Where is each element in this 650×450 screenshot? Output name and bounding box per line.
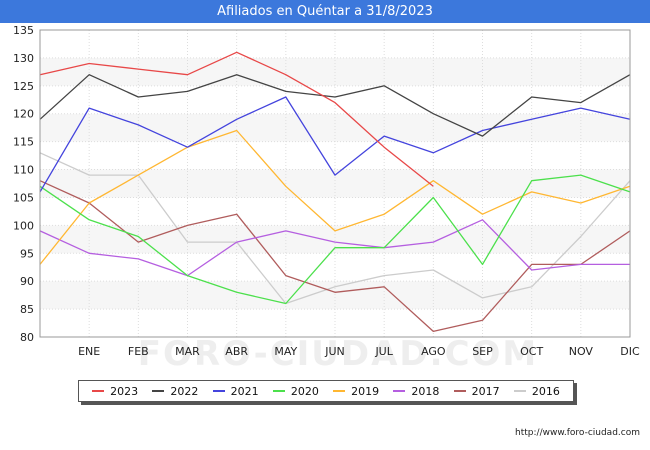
x-tick-label: JUN <box>324 345 345 358</box>
x-tick-label: MAR <box>175 345 200 358</box>
x-tick-label: JUL <box>374 345 393 358</box>
y-tick-label: 85 <box>20 303 34 316</box>
watermark: FORO-CIUDAD.COM <box>138 334 539 374</box>
y-tick-label: 110 <box>13 164 34 177</box>
grid-band <box>40 30 630 58</box>
y-tick-label: 95 <box>20 247 34 260</box>
series-line-2017 <box>39 180 631 333</box>
legend-swatch <box>513 390 526 392</box>
legend-swatch <box>272 390 285 392</box>
y-tick-label: 100 <box>13 219 34 232</box>
legend-item-2017: 2017 <box>453 384 500 398</box>
y-tick-label: 130 <box>13 52 34 65</box>
legend-swatch <box>212 390 225 392</box>
series-line-2019 <box>39 129 631 265</box>
x-tick-label: ABR <box>225 345 248 358</box>
y-tick-label: 125 <box>13 80 34 93</box>
x-axis-ticks: ENE FEB MAR ABR MAY JUN JUL AGO SEP OCT NOV DIC <box>78 345 640 358</box>
legend-item-2019: 2019 <box>333 385 379 398</box>
legend-item-2022: 2022 <box>152 385 198 398</box>
x-tick-label: DIC <box>620 345 640 358</box>
legend-item-2020: 2020 <box>272 384 319 398</box>
series-line-2022 <box>39 74 631 137</box>
legend-label: 2018 <box>411 384 440 398</box>
x-tick-label: FEB <box>128 345 149 358</box>
series-lines <box>39 51 631 333</box>
y-tick-label: 120 <box>13 108 34 121</box>
chart-title: Afiliados en Quéntar a 31/8/2023 <box>0 0 650 23</box>
legend-swatch <box>393 390 406 392</box>
legend-item-2018: 2018 <box>393 385 439 398</box>
grid-band <box>40 309 630 337</box>
legend-swatch <box>152 390 165 392</box>
series-line-2023 <box>39 51 434 187</box>
grid-band <box>40 113 630 142</box>
legend-swatch <box>92 390 105 392</box>
legend-swatch <box>453 390 466 392</box>
x-tick-label: MAY <box>274 345 297 358</box>
legend-label: 2017 <box>471 384 500 398</box>
y-tick-label: 80 <box>20 331 34 344</box>
series-line-2020 <box>39 174 631 305</box>
x-tick-label: OCT <box>520 345 543 358</box>
legend-label: 2022 <box>170 384 199 398</box>
y-tick-label: 115 <box>13 136 34 149</box>
x-tick-label: NOV <box>569 345 594 358</box>
source-url: http://www.foro-ciudad.com <box>515 428 640 438</box>
y-tick-label: 90 <box>20 275 34 288</box>
legend-item-2016: 2016 <box>513 384 560 398</box>
legend: 2023 2022 2021 2020 2019 2018 2017 2016 <box>78 380 574 402</box>
legend-item-2023: 2023 <box>92 385 138 398</box>
y-axis-ticks: 80 85 90 95 100 105 110 115 120 125 130 135 <box>13 24 34 344</box>
series-line-2021 <box>39 96 631 193</box>
grid-band <box>40 141 630 170</box>
y-tick-label: 135 <box>13 24 34 37</box>
x-tick-label: ENE <box>78 345 100 358</box>
plot-border <box>39 29 631 338</box>
legend-label: 2021 <box>230 384 259 398</box>
x-tick-label: AGO <box>421 345 446 358</box>
legend-swatch <box>333 390 346 392</box>
legend-label: 2020 <box>290 384 319 398</box>
legend-label: 2023 <box>110 384 139 398</box>
x-tick-label: SEP <box>472 345 493 358</box>
legend-item-2021: 2021 <box>212 384 259 398</box>
legend-label: 2016 <box>531 384 560 398</box>
series-line-2018 <box>39 219 630 277</box>
grid-band <box>40 197 630 226</box>
legend-label: 2019 <box>351 384 380 398</box>
y-tick-label: 105 <box>13 191 34 204</box>
